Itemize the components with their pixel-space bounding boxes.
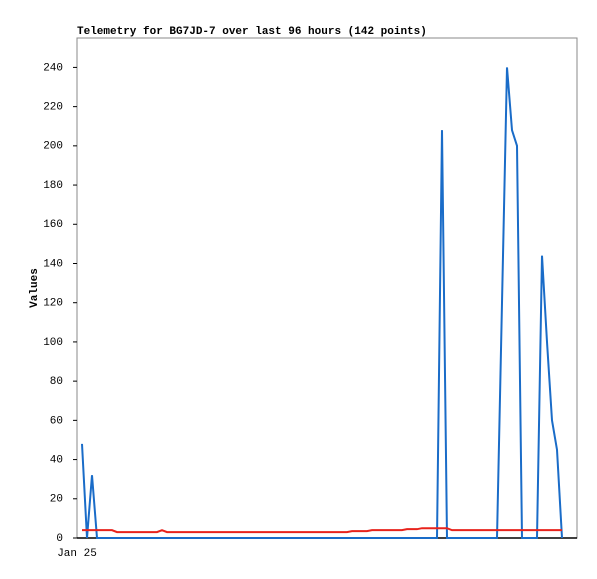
y-tick-label: 40 — [50, 454, 63, 466]
y-tick-label: 220 — [43, 102, 63, 114]
chart-title: Telemetry for BG7JD-7 over last 96 hours… — [77, 26, 427, 38]
y-tick-label: 200 — [43, 141, 63, 153]
data-line — [82, 527, 562, 534]
y-tick-label: 20 — [50, 494, 63, 506]
plot-frame — [76, 37, 578, 539]
y-tick-label: 160 — [43, 219, 63, 231]
y-tick-label: 100 — [43, 337, 63, 349]
y-tick-label: 60 — [50, 415, 63, 427]
x-tick-label: Jan 25 — [57, 548, 97, 560]
y-tick-label: 180 — [43, 180, 63, 192]
y-tick-label: 240 — [43, 62, 63, 74]
y-tick-label: 140 — [43, 258, 63, 270]
data-line — [81, 67, 563, 539]
y-tick-label: 80 — [50, 376, 63, 388]
y-tick-label: 0 — [56, 533, 63, 545]
y-axis-label: Values — [29, 268, 41, 308]
y-tick-label: 120 — [43, 298, 63, 310]
